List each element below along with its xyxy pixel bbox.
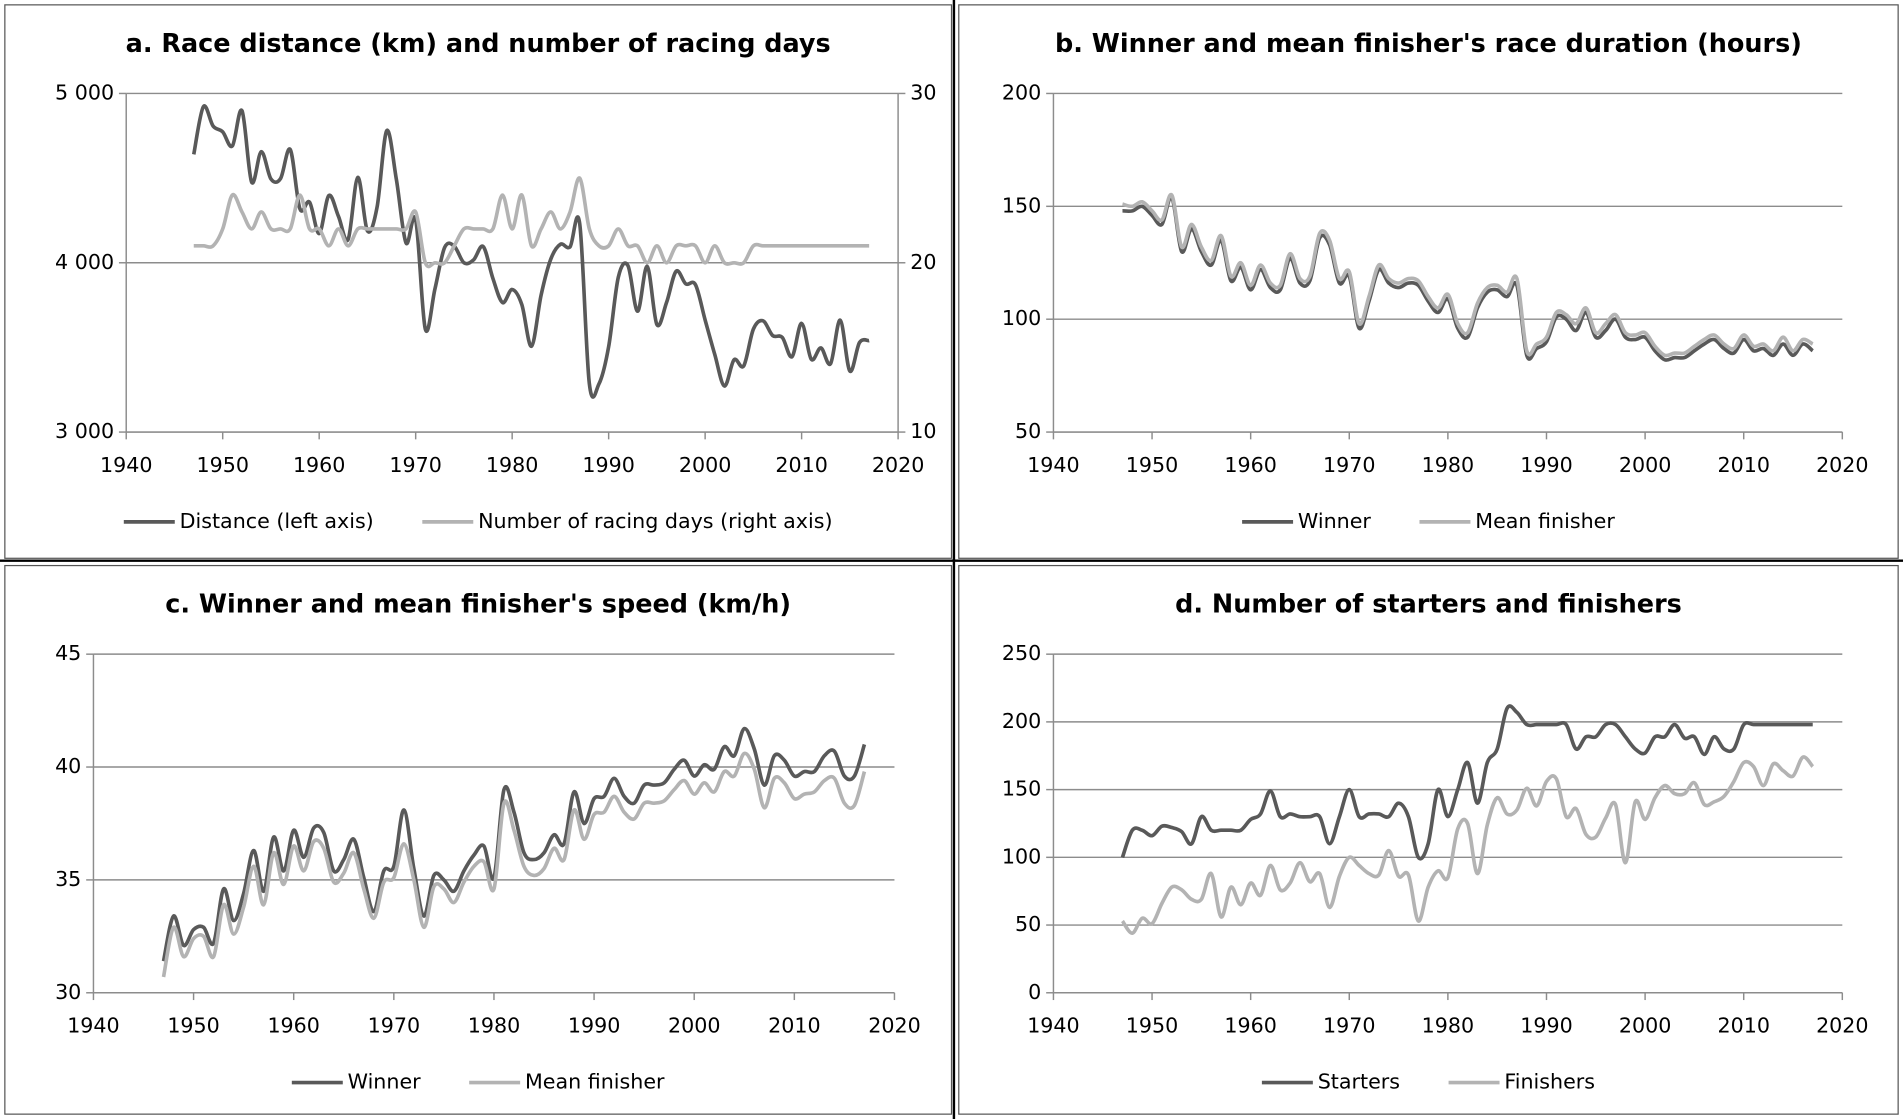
y-tick-label: 50: [1015, 419, 1041, 443]
x-tick-label: 2000: [1619, 1014, 1672, 1038]
series-line: [1120, 704, 1813, 861]
legend: Winner Mean finisher: [1242, 509, 1615, 533]
y-tick-label: 40: [55, 754, 81, 778]
x-tick-label: 2010: [775, 453, 828, 477]
x-tick-label: 1960: [293, 453, 346, 477]
x-tick-label: 2000: [1619, 453, 1672, 477]
panel: [4, 564, 953, 1115]
y-tick-label: 100: [1002, 844, 1041, 868]
series-line: [191, 104, 870, 399]
x-tick-label: 1950: [1126, 1014, 1179, 1038]
x-tick-label: 1960: [1224, 1014, 1277, 1038]
x-tick-label: 1970: [389, 453, 442, 477]
y-tick-label: 150: [1002, 193, 1041, 217]
x-tick-label: 1940: [1027, 453, 1080, 477]
y-tick-label: 250: [1002, 641, 1041, 665]
x-tick-label: 2010: [1717, 1014, 1770, 1038]
x-tick-label: 1940: [67, 1014, 120, 1038]
legend-label: Starters: [1318, 1070, 1400, 1094]
legend-label: Mean finisher: [525, 1070, 665, 1094]
y-tick-label: 35: [55, 867, 81, 891]
x-tick-label: 1990: [568, 1014, 621, 1038]
x-tick-label: 1950: [1126, 453, 1179, 477]
x-tick-label: 2000: [679, 453, 731, 477]
y-tick-label: 5 000: [55, 80, 114, 104]
y-tick-label: 30: [55, 980, 81, 1004]
x-tick-label: 1980: [486, 453, 539, 477]
panel: [958, 564, 1899, 1115]
x-tick-label: 1950: [167, 1014, 220, 1038]
x-tick-label: 1960: [1224, 453, 1277, 477]
legend-label: Number of racing days (right axis): [478, 509, 832, 533]
x-tick-label: 1980: [1422, 1014, 1475, 1038]
x-tick-label: 1940: [1027, 1014, 1080, 1038]
legend: Winner Mean finisher: [291, 1070, 665, 1094]
x-tick-label: 2020: [1816, 453, 1869, 477]
x-tick-label: 1980: [468, 1014, 521, 1038]
y-tick-label: 200: [1002, 80, 1041, 104]
legend-label: Finishers: [1504, 1070, 1595, 1094]
legend-label: Distance (left axis): [180, 509, 374, 533]
y-tick-label: 100: [1002, 306, 1041, 330]
x-tick-label: 1940: [100, 453, 153, 477]
panel: [4, 4, 953, 559]
y-tick-label: 200: [1002, 709, 1041, 733]
chart-title: a. Race distance (km) and number of raci…: [126, 29, 831, 59]
panel: [958, 4, 1899, 559]
x-tick-label: 2010: [1717, 453, 1770, 477]
x-tick-label: 1990: [582, 453, 635, 477]
y2-tick-label: 10: [910, 419, 936, 443]
legend-label: Winner: [1298, 509, 1372, 533]
x-tick-label: 1990: [1520, 1014, 1573, 1038]
legend: Starters Finishers: [1261, 1070, 1595, 1094]
legend-label: Winner: [348, 1070, 422, 1094]
x-tick-label: 2020: [868, 1014, 921, 1038]
x-tick-label: 1970: [1323, 453, 1376, 477]
y-tick-label: 3 000: [55, 419, 114, 443]
y-tick-label: 0: [1028, 980, 1041, 1004]
y-tick-label: 50: [1015, 912, 1041, 936]
chart-title: d. Number of starters and finishers: [1175, 590, 1682, 620]
x-tick-label: 1950: [196, 453, 249, 477]
series-line: [161, 751, 867, 978]
x-tick-label: 2020: [1816, 1014, 1869, 1038]
x-tick-label: 2010: [768, 1014, 820, 1038]
x-tick-label: 1970: [1323, 1014, 1376, 1038]
x-tick-label: 1990: [1520, 453, 1573, 477]
y-tick-label: 150: [1002, 777, 1041, 801]
x-tick-label: 1960: [267, 1014, 320, 1038]
chart-title: c. Winner and mean finisher's speed (km/…: [165, 590, 791, 620]
y-tick-label: 4 000: [55, 250, 114, 274]
chart-title: b. Winner and mean finisher's race durat…: [1055, 29, 1802, 59]
x-tick-label: 2000: [668, 1014, 721, 1038]
series-line: [1120, 755, 1815, 935]
x-tick-label: 1970: [368, 1014, 421, 1038]
x-tick-label: 2020: [872, 453, 924, 477]
x-tick-label: 1980: [1422, 453, 1475, 477]
y2-tick-label: 30: [910, 80, 936, 104]
y-tick-label: 45: [55, 641, 81, 665]
y2-tick-label: 20: [910, 250, 936, 274]
series-line: [161, 726, 867, 962]
legend: Distance (left axis) Number of racing day…: [123, 509, 833, 533]
series-line: [1121, 192, 1814, 358]
legend-label: Mean finisher: [1475, 509, 1615, 533]
series-line: [193, 176, 870, 269]
